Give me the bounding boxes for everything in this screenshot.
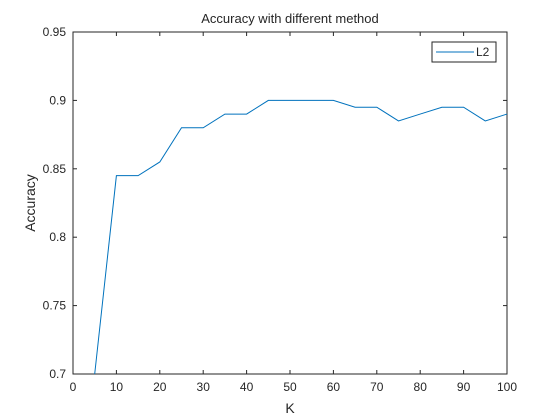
x-tick-label: 60 bbox=[327, 380, 341, 394]
y-tick-label: 0.7 bbox=[49, 367, 66, 381]
series-line-l2 bbox=[94, 99, 508, 375]
x-tick-label: 80 bbox=[414, 380, 428, 394]
ticks: 0 10 20 30 40 50 60 70 80 90 100 0.7 0.75 0.8 0.85 0.9 0… bbox=[43, 25, 518, 394]
x-tick-label: 0 bbox=[70, 380, 77, 394]
x-tick-label: 70 bbox=[370, 380, 384, 394]
legend-label: L2 bbox=[476, 45, 490, 59]
y-tick-label: 0.95 bbox=[43, 25, 67, 39]
plot-area bbox=[73, 32, 507, 374]
y-tick-label: 0.9 bbox=[49, 93, 66, 107]
y-tick-label: 0.75 bbox=[43, 299, 67, 313]
chart-title: Accuracy with different method bbox=[201, 11, 379, 26]
x-tick-label: 40 bbox=[240, 380, 254, 394]
y-tick-label: 0.85 bbox=[43, 162, 67, 176]
x-tick-label: 100 bbox=[497, 380, 517, 394]
x-tick-label: 90 bbox=[457, 380, 471, 394]
x-axis-label: K bbox=[285, 400, 295, 416]
x-tick-label: 10 bbox=[110, 380, 124, 394]
y-axis-label: Accuracy bbox=[22, 174, 38, 232]
x-tick-label: 30 bbox=[197, 380, 211, 394]
series bbox=[94, 99, 508, 375]
x-tick-label: 20 bbox=[153, 380, 167, 394]
y-tick-label: 0.8 bbox=[49, 230, 66, 244]
x-tick-label: 50 bbox=[283, 380, 297, 394]
legend: L2 bbox=[431, 41, 497, 63]
